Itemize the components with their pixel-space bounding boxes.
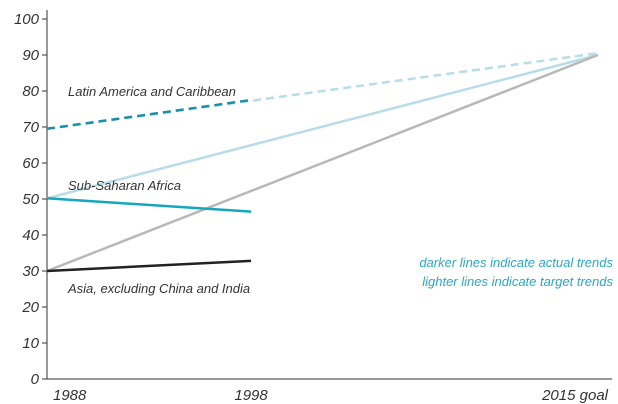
series-label-asia: Asia, excluding China and India bbox=[67, 281, 250, 296]
y-tick-label: 60 bbox=[22, 155, 39, 172]
x-tick-label: 1998 bbox=[234, 387, 268, 404]
x-tick-label: 2015 goal bbox=[541, 387, 609, 404]
x-tick-label: 1988 bbox=[53, 387, 87, 404]
asia-actual-line bbox=[46, 259, 252, 273]
y-tick-label: 50 bbox=[22, 191, 39, 208]
sub-saharan-africa-actual-line bbox=[46, 197, 252, 213]
y-tick-label: 0 bbox=[31, 371, 40, 388]
y-tick-label: 100 bbox=[14, 11, 40, 28]
y-tick-label: 80 bbox=[22, 83, 39, 100]
y-tick-label: 20 bbox=[21, 299, 39, 316]
sub-saharan-africa-target-line bbox=[46, 53, 599, 200]
annotation-target-trends: lighter lines indicate target trends bbox=[422, 274, 613, 289]
y-tick-label: 10 bbox=[22, 335, 39, 352]
y-tick-label: 30 bbox=[22, 263, 39, 280]
series-label-latin-america: Latin America and Caribbean bbox=[68, 84, 236, 99]
y-tick-label: 70 bbox=[22, 119, 39, 136]
series-label-sub-saharan-africa: Sub-Saharan Africa bbox=[68, 178, 181, 193]
asia-target-line bbox=[46, 53, 599, 273]
latin-america-actual-line bbox=[46, 98, 252, 131]
y-tick-label: 90 bbox=[22, 47, 39, 64]
annotation-actual-trends: darker lines indicate actual trends bbox=[419, 255, 613, 270]
y-tick-label: 40 bbox=[22, 227, 39, 244]
